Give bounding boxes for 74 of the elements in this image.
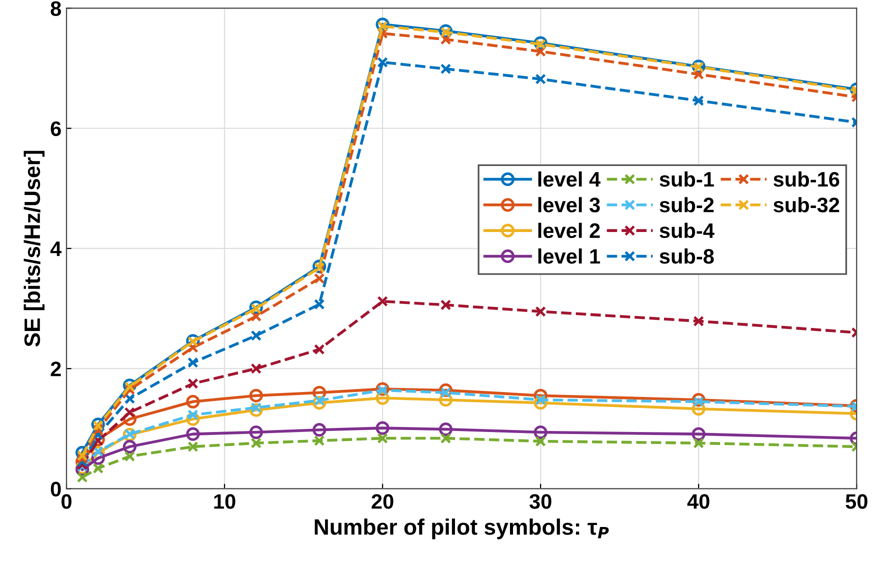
legend-label: level 2 bbox=[538, 222, 600, 238]
point bbox=[535, 436, 546, 447]
point bbox=[314, 344, 325, 355]
y-tick-label: 2 bbox=[50, 362, 61, 376]
point bbox=[122, 440, 137, 454]
x-tick-label: 50 bbox=[846, 494, 868, 509]
point bbox=[314, 262, 325, 274]
point bbox=[440, 300, 452, 310]
legend-label: sub-16 bbox=[774, 171, 840, 187]
point bbox=[377, 384, 388, 396]
legend-label: sub-32 bbox=[774, 197, 840, 212]
point bbox=[377, 432, 388, 444]
point bbox=[535, 74, 546, 84]
point bbox=[188, 378, 198, 390]
y-tick-label: 0 bbox=[50, 482, 61, 496]
point bbox=[314, 298, 325, 310]
point bbox=[535, 394, 546, 406]
x-tick-label: 40 bbox=[687, 494, 710, 509]
legend-label: level 3 bbox=[538, 197, 600, 212]
point bbox=[249, 388, 263, 402]
legend-label: level 1 bbox=[538, 248, 600, 264]
legend-label: sub-8 bbox=[660, 248, 714, 264]
point bbox=[250, 330, 262, 341]
point bbox=[535, 38, 546, 50]
point bbox=[250, 438, 262, 448]
legend-label: sub-4 bbox=[660, 222, 714, 238]
point bbox=[377, 296, 388, 307]
point bbox=[693, 438, 704, 448]
point bbox=[693, 95, 704, 106]
point bbox=[188, 441, 198, 452]
point bbox=[314, 273, 325, 284]
point bbox=[92, 462, 104, 474]
point bbox=[188, 409, 198, 420]
point bbox=[377, 56, 388, 68]
point bbox=[377, 20, 388, 32]
point bbox=[438, 422, 453, 436]
point bbox=[249, 425, 263, 440]
point bbox=[186, 427, 200, 441]
point bbox=[312, 423, 326, 437]
point bbox=[440, 63, 452, 74]
point bbox=[124, 381, 136, 392]
point bbox=[314, 395, 325, 406]
point bbox=[693, 316, 704, 327]
point bbox=[440, 432, 452, 444]
legend-label: sub-2 bbox=[660, 197, 714, 212]
x-tick-label: 0 bbox=[62, 494, 72, 509]
x-tick-label: 30 bbox=[529, 494, 552, 509]
y-tick-label: 4 bbox=[50, 242, 62, 256]
x-tick-label: 20 bbox=[372, 494, 394, 509]
x-tick-label: 10 bbox=[214, 494, 236, 509]
y-axis-title: SE [bits/s/Hz/User] bbox=[24, 150, 44, 347]
point bbox=[535, 306, 546, 317]
point bbox=[440, 26, 452, 38]
y-tick-label: 6 bbox=[50, 121, 61, 136]
point bbox=[250, 303, 262, 314]
point bbox=[92, 420, 104, 432]
point bbox=[693, 396, 704, 408]
point bbox=[314, 435, 325, 446]
point bbox=[440, 387, 452, 398]
point bbox=[124, 450, 136, 462]
point bbox=[376, 421, 390, 435]
point bbox=[76, 472, 88, 483]
point bbox=[186, 394, 200, 408]
x-axis-title: Number of pilot symbols: τ$_{P}$ bbox=[314, 518, 609, 540]
legend-label: sub-1 bbox=[660, 171, 714, 187]
point bbox=[124, 407, 136, 418]
point bbox=[534, 425, 548, 440]
legend-label: level 4 bbox=[538, 171, 600, 187]
y-tick-label: 8 bbox=[50, 1, 61, 16]
point bbox=[76, 450, 88, 462]
point bbox=[188, 357, 198, 368]
point bbox=[692, 427, 706, 441]
point bbox=[250, 402, 262, 414]
point bbox=[250, 363, 262, 374]
